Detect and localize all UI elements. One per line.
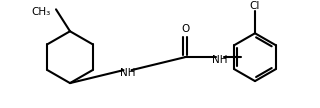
Text: CH₃: CH₃ [32,7,51,17]
Text: NH: NH [212,55,228,65]
Text: Cl: Cl [250,1,260,11]
Text: O: O [181,24,189,34]
Text: NH: NH [120,68,135,78]
